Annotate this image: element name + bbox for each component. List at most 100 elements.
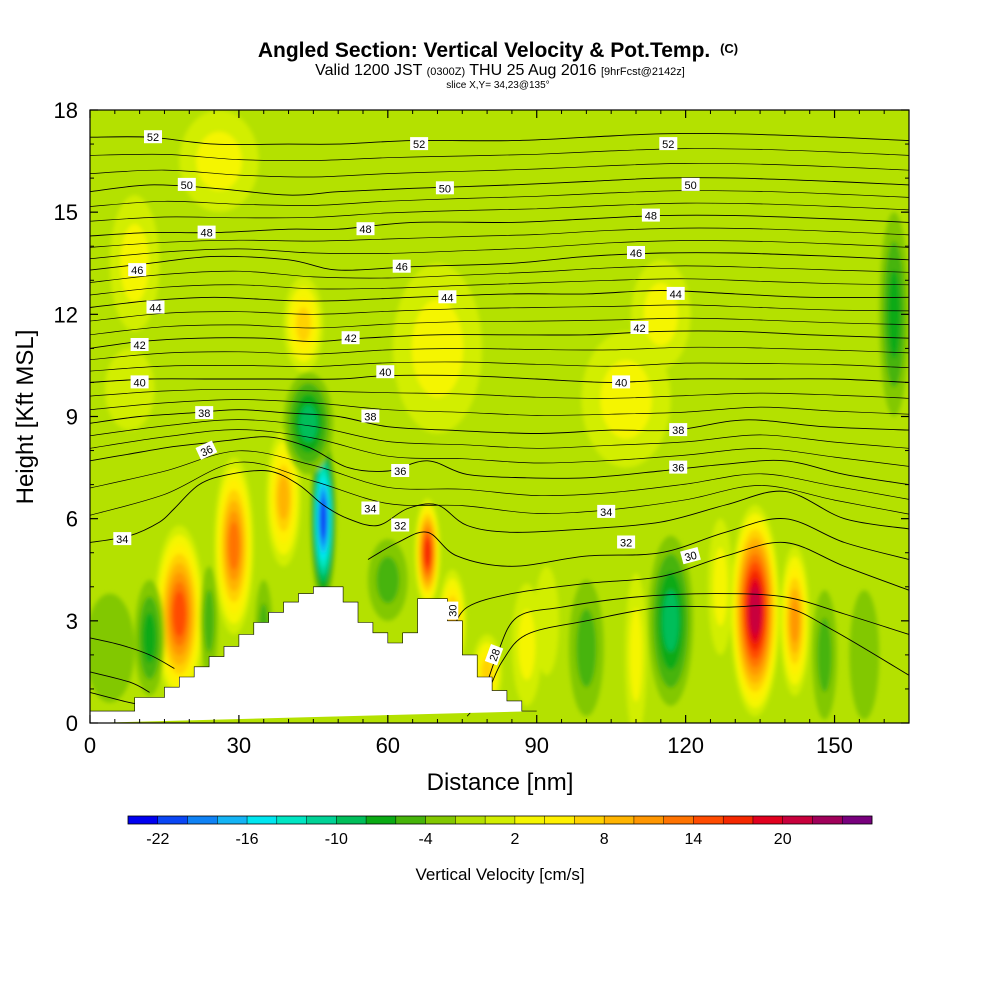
isentrope-minor xyxy=(90,450,909,500)
contour-label: 32 xyxy=(391,518,410,533)
contour-label-text: 46 xyxy=(396,262,408,274)
contour-label-text: 50 xyxy=(181,180,193,192)
colorbar-swatch xyxy=(247,816,278,824)
colorbar-swatch xyxy=(574,816,605,824)
colorbar-swatch xyxy=(544,816,575,824)
isentrope-44 xyxy=(90,290,909,308)
isentrope-minor xyxy=(90,429,909,467)
isentrope-minor xyxy=(90,304,909,322)
chart-title-main: Angled Section: Vertical Velocity & Pot.… xyxy=(258,39,710,62)
velocity-band xyxy=(887,270,901,359)
velocity-cell xyxy=(154,525,205,703)
isentrope-minor xyxy=(90,190,909,207)
velocity-band xyxy=(278,476,290,521)
contour-label: 40 xyxy=(130,375,149,389)
valid-prefix: Valid 1200 JST xyxy=(315,62,423,79)
contour-label-text: 30 xyxy=(447,604,459,616)
isentrope-34 xyxy=(90,470,909,543)
contour-label-bg xyxy=(681,177,700,191)
colorbar-swatch xyxy=(842,816,873,824)
velocity-band xyxy=(662,589,679,652)
contour-label: 48 xyxy=(197,225,216,240)
contour-label-bg xyxy=(356,222,375,236)
chart-title-unit: (C) xyxy=(720,41,738,56)
contour-label: 38 xyxy=(669,423,688,437)
colorbar-swatch xyxy=(157,816,188,824)
velocity-cell xyxy=(266,430,301,567)
contour-label: 42 xyxy=(630,321,649,335)
contour-label-bg xyxy=(391,518,410,532)
contour-label-bg xyxy=(177,177,196,191)
contour-label-bg xyxy=(445,601,459,620)
isentrope-42 xyxy=(90,330,909,349)
velocity-band xyxy=(90,593,135,703)
y-tick-label: 0 xyxy=(66,711,78,736)
contour-label-bg xyxy=(630,321,649,334)
contour-label: 34 xyxy=(361,501,380,516)
contour-label: 46 xyxy=(392,259,411,274)
contour-label-bg xyxy=(341,331,360,345)
velocity-cell xyxy=(730,505,780,717)
contour-label-text: 48 xyxy=(200,228,212,240)
isentrope-minor xyxy=(90,227,909,248)
x-tick-label: 150 xyxy=(816,733,853,758)
contour-label-text: 44 xyxy=(149,303,161,315)
velocity-cell xyxy=(879,212,909,417)
contour-label-bg xyxy=(612,375,631,389)
velocity-cell xyxy=(414,498,441,608)
colorbar-swatch xyxy=(336,816,367,824)
contour-label-bg xyxy=(659,137,678,151)
velocity-cell xyxy=(310,433,337,604)
contour-label-bg xyxy=(438,290,457,304)
contour-label-bg xyxy=(680,547,701,565)
velocity-cell xyxy=(179,110,259,213)
contour-label-bg xyxy=(392,259,411,273)
velocity-band xyxy=(196,131,242,191)
velocity-band xyxy=(172,591,186,637)
contour-label: 30 xyxy=(680,547,701,565)
contour-label-text: 52 xyxy=(413,139,425,151)
velocity-band xyxy=(713,547,728,626)
chart-subtitle: Valid 1200 JST (0300Z) THU 25 Aug 2016 [… xyxy=(315,62,685,79)
isentrope-minor xyxy=(90,399,909,416)
isentrope-32 xyxy=(367,518,909,567)
isentrope-30 xyxy=(451,541,909,632)
contour-label: 50 xyxy=(435,181,454,195)
isentrope-46 xyxy=(90,252,909,271)
contour-label: 32 xyxy=(617,535,636,550)
contour-label: 50 xyxy=(681,177,700,192)
contour-label-text: 36 xyxy=(394,466,406,478)
colorbar-swatch xyxy=(604,816,635,824)
contour-label-bg xyxy=(128,263,147,277)
contour-label: 34 xyxy=(113,532,132,546)
contour-label: 52 xyxy=(659,137,678,151)
colorbar-swatch xyxy=(782,816,813,824)
colorbar-label: Vertical Velocity [cm/s] xyxy=(415,865,584,884)
contour-label-bg xyxy=(666,286,685,300)
contour-label-text: 36 xyxy=(199,443,215,459)
velocity-band xyxy=(629,607,643,702)
colorbar-tick-label: -4 xyxy=(418,831,432,848)
velocity-cell xyxy=(631,259,691,369)
contour-label: 28 xyxy=(484,644,504,666)
contour-label-text: 32 xyxy=(394,521,406,533)
valid-zulu: (0300Z) xyxy=(427,66,466,78)
isentrope-50 xyxy=(90,177,909,196)
velocity-cell xyxy=(534,566,560,676)
contour-label-text: 40 xyxy=(379,367,391,379)
contour-label: 42 xyxy=(341,331,360,345)
contour-label-text: 38 xyxy=(198,408,210,420)
contour-label: 38 xyxy=(195,406,214,420)
contour-label-bg xyxy=(641,208,660,222)
contour-label: 40 xyxy=(612,375,631,389)
contour-label-text: 38 xyxy=(364,412,376,424)
contour-label-text: 40 xyxy=(133,377,145,389)
contour-label-bg xyxy=(195,406,214,420)
velocity-band xyxy=(790,598,800,643)
colorbar: -22 -16 -10 -4 2 8 14 20 xyxy=(127,815,873,848)
contour-label-text: 40 xyxy=(615,377,627,389)
colorbar-swatch xyxy=(425,816,456,824)
contour-label: 36 xyxy=(391,464,410,478)
contour-label-text: 30 xyxy=(683,550,698,565)
